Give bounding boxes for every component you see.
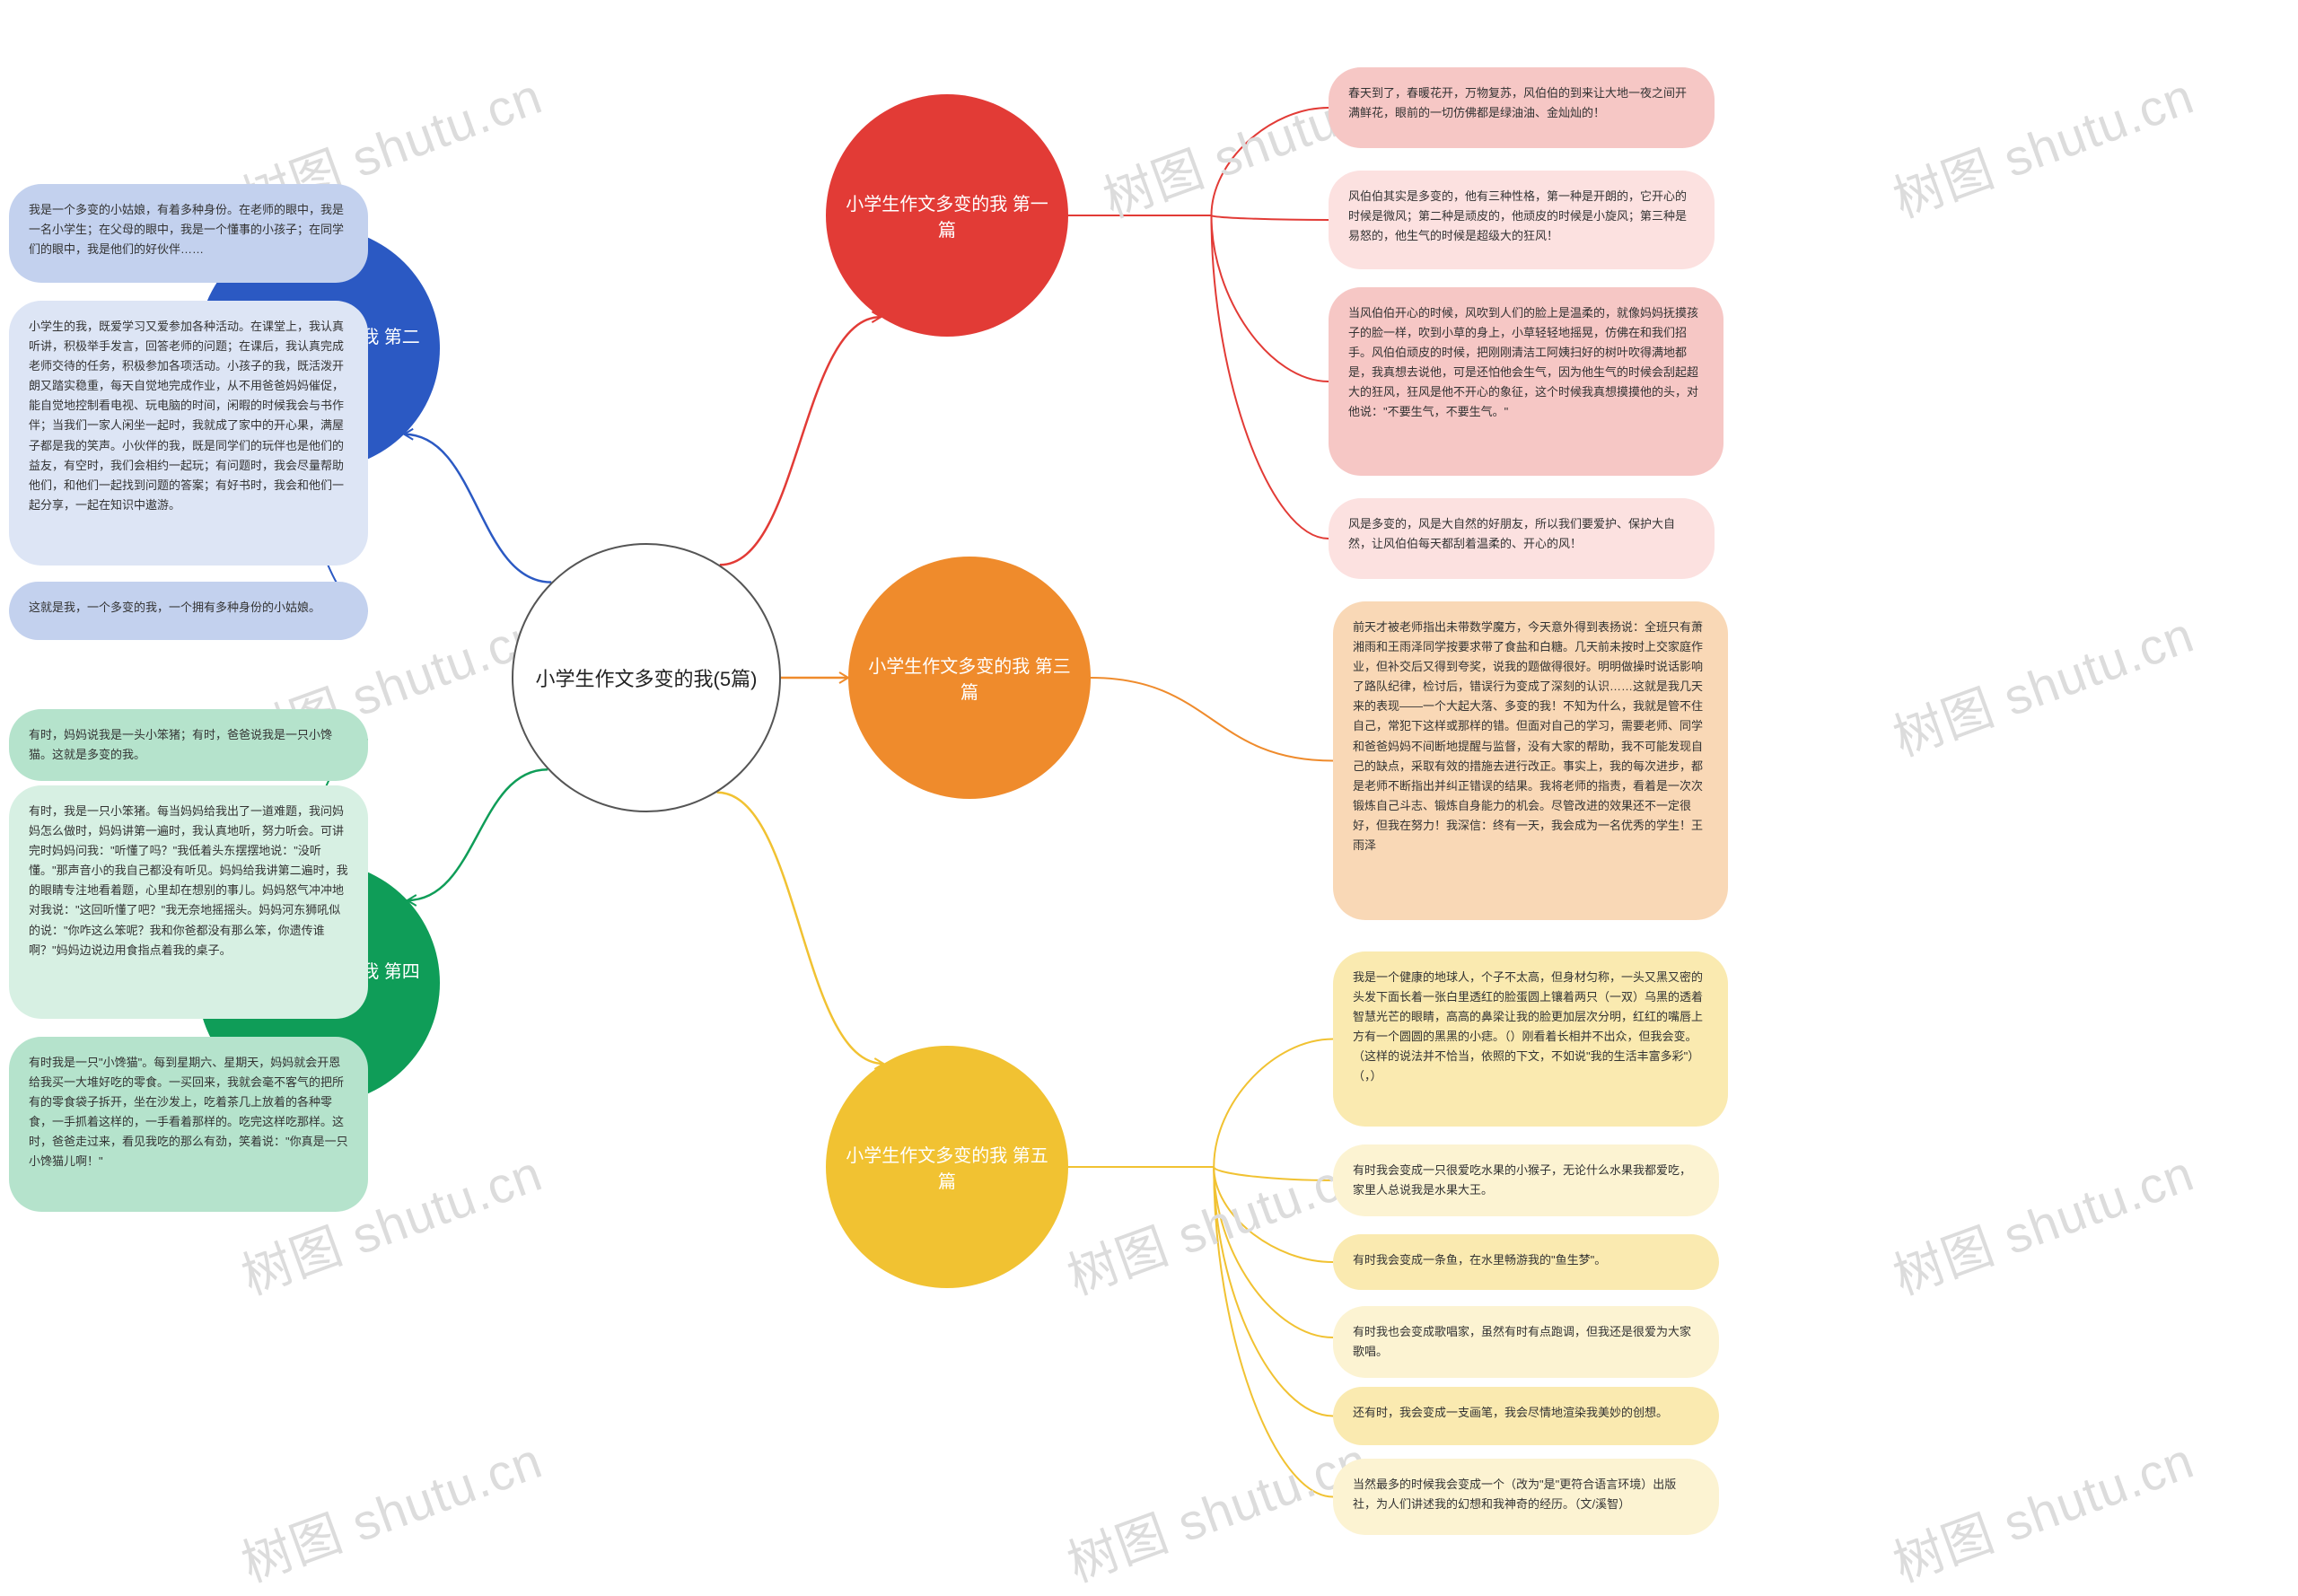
watermark: 树图 shutu.cn (1882, 595, 2203, 771)
watermark: 树图 shutu.cn (1882, 57, 2203, 232)
watermark: 树图 shutu.cn (1882, 1421, 2203, 1596)
leaf-node: 风伯伯其实是多变的，他有三种性格，第一种是开朗的，它开心的时候是微风；第二种是顽… (1329, 171, 1715, 269)
leaf-node: 有时我会变成一条鱼，在水里畅游我的"鱼生梦"。 (1333, 1234, 1719, 1290)
center-node: 小学生作文多变的我(5篇) (512, 543, 781, 812)
leaf-node: 当风伯伯开心的时候，风吹到人们的脸上是温柔的，就像妈妈抚摸孩子的脸一样，吹到小草… (1329, 287, 1724, 476)
leaf-node: 有时我会变成一只很爱吃水果的小猴子，无论什么水果我都爱吃，家里人总说我是水果大王… (1333, 1144, 1719, 1216)
branch-node: 小学生作文多变的我 第三篇 (848, 557, 1091, 799)
leaf-node: 前天才被老师指出未带数学魔方，今天意外得到表扬说：全班只有萧湘雨和王雨泽同学按要… (1333, 601, 1728, 920)
leaf-node: 当然最多的时候我会变成一个（改为"是"更符合语言环境）出版社，为人们讲述我的幻想… (1333, 1459, 1719, 1535)
leaf-node: 有时我也会变成歌唱家，虽然有时有点跑调，但我还是很爱为大家歌唱。 (1333, 1306, 1719, 1378)
leaf-node: 有时，妈妈说我是一头小笨猪；有时，爸爸说我是一只小馋猫。这就是多变的我。 (9, 709, 368, 781)
leaf-node: 春天到了，春暖花开，万物复苏，风伯伯的到来让大地一夜之间开满鲜花，眼前的一切仿佛… (1329, 67, 1715, 148)
watermark: 树图 shutu.cn (1882, 1134, 2203, 1310)
leaf-node: 有时，我是一只小笨猪。每当妈妈给我出了一道难题，我问妈妈怎么做时，妈妈讲第一遍时… (9, 785, 368, 1019)
branch-node: 小学生作文多变的我 第一篇 (826, 94, 1068, 337)
watermark: 树图 shutu.cn (1057, 1134, 1377, 1310)
leaf-node: 风是多变的，风是大自然的好朋友，所以我们要爱护、保护大自然，让风伯伯每天都刮着温… (1329, 498, 1715, 579)
leaf-node: 这就是我，一个多变的我，一个拥有多种身份的小姑娘。 (9, 582, 368, 640)
leaf-node: 小学生的我，既爱学习又爱参加各种活动。在课堂上，我认真听讲，积极举手发言，回答老… (9, 301, 368, 566)
watermark: 树图 shutu.cn (1057, 1421, 1377, 1596)
watermark: 树图 shutu.cn (231, 1421, 551, 1596)
branch-node: 小学生作文多变的我 第五篇 (826, 1046, 1068, 1288)
leaf-node: 我是一个多变的小姑娘，有着多种身份。在老师的眼中，我是一名小学生；在父母的眼中，… (9, 184, 368, 283)
leaf-node: 有时我是一只"小馋猫"。每到星期六、星期天，妈妈就会开恩给我买一大堆好吃的零食。… (9, 1037, 368, 1212)
leaf-node: 还有时，我会变成一支画笔，我会尽情地渲染我美妙的创想。 (1333, 1387, 1719, 1445)
leaf-node: 我是一个健康的地球人，个子不太高，但身材匀称，一头又黑又密的头发下面长着一张白里… (1333, 951, 1728, 1127)
